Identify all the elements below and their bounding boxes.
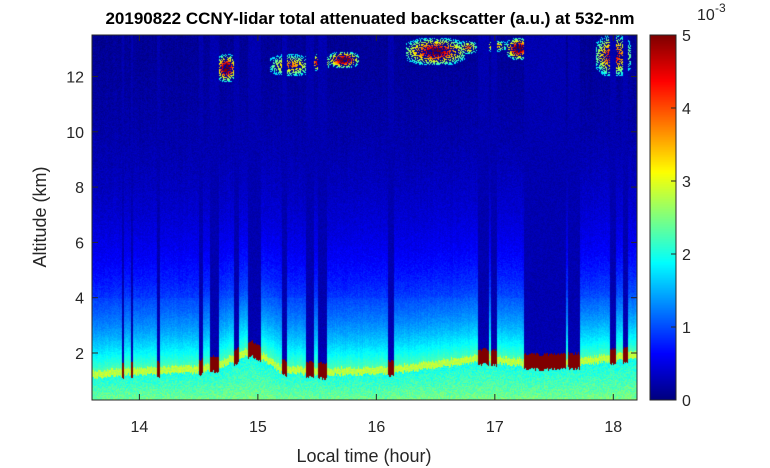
x-axis-label: Local time (hour) [296, 446, 431, 466]
x-tick-label: 15 [249, 419, 267, 436]
colorbar-tick-label: 2 [682, 247, 691, 264]
colorbar-tick-label: 1 [682, 320, 691, 337]
y-tick-label: 6 [75, 235, 84, 252]
colorbar-ticks: 0 1 2 3 4 5 [671, 28, 691, 410]
y-tick-label: 12 [66, 69, 84, 86]
colorbar-exponent-base: 10 [697, 7, 715, 24]
colorbar-tick-label: 5 [682, 28, 691, 45]
colorbar-tick-label: 0 [682, 393, 691, 410]
x-tick-label: 17 [486, 419, 504, 436]
y-axis-label: Altitude (km) [30, 166, 50, 267]
colorbar-gradient [650, 35, 676, 400]
backscatter-heatmap [92, 35, 637, 400]
colorbar: 0 1 2 3 4 5 10 -3 [649, 1, 726, 410]
chart-title: 20190822 CCNY-lidar total attenuated bac… [105, 9, 634, 28]
y-tick-label: 8 [75, 180, 84, 197]
plot-area [91, 34, 638, 401]
colorbar-exponent: -3 [715, 1, 726, 15]
y-tick-label: 4 [75, 291, 84, 308]
x-tick-label: 18 [604, 419, 622, 436]
plot-frame [91, 34, 638, 401]
colorbar-tick-label: 3 [682, 174, 691, 191]
y-axis: 2 4 6 8 10 12 [66, 69, 637, 363]
y-tick-label: 10 [66, 125, 84, 142]
x-axis: 14 15 16 17 18 [130, 35, 622, 436]
y-tick-label: 2 [75, 346, 84, 363]
x-tick-label: 14 [130, 419, 148, 436]
x-tick-label: 16 [367, 419, 385, 436]
colorbar-frame [649, 34, 677, 401]
colorbar-tick-label: 4 [682, 101, 691, 118]
